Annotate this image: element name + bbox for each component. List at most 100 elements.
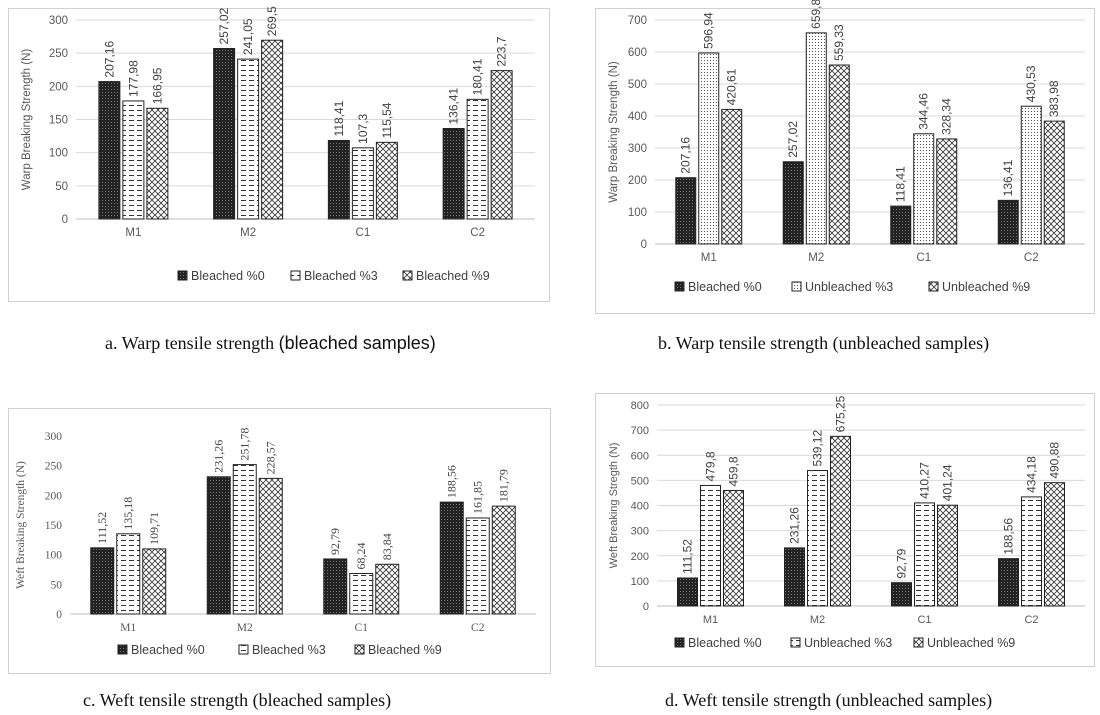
legend-swatch xyxy=(928,281,939,292)
bar-m2-3 xyxy=(828,64,850,245)
y-tick-label: 0 xyxy=(643,601,649,613)
chart-frame xyxy=(595,393,1095,667)
x-tick-label: C1 xyxy=(917,614,931,626)
legend-label: Bleached %0 xyxy=(688,280,762,294)
bar-c2-2 xyxy=(1020,105,1042,245)
data-label: 92,79 xyxy=(895,548,909,578)
bar-m1-3 xyxy=(723,489,744,607)
y-axis-label: Weft Breaking Strength (N) xyxy=(15,461,27,589)
data-label: 251,78 xyxy=(238,428,252,461)
bar-m2-1 xyxy=(206,476,231,615)
bar-c2-2 xyxy=(465,517,490,615)
data-label: 118,41 xyxy=(332,100,346,136)
legend-swatch xyxy=(290,270,301,281)
data-label: 107,3 xyxy=(356,113,370,143)
data-label: 596,94 xyxy=(702,12,716,49)
data-label: 166,95 xyxy=(150,67,164,104)
data-label: 659,81 xyxy=(809,0,823,29)
caption-c-text: c. Weft tensile strength (bleached sampl… xyxy=(83,690,392,710)
y-tick-label: 200 xyxy=(45,490,63,502)
data-label: 539,12 xyxy=(811,430,825,467)
caption-d: d. Weft tensile strength (unbleached sam… xyxy=(665,690,992,711)
data-label: 83,84 xyxy=(380,533,394,560)
legend-swatch xyxy=(238,644,249,655)
chart-b-svg: 0 100 200 300 400 500 600 700 Warp Breaking Stre… xyxy=(595,0,1095,314)
bar-m1-2 xyxy=(116,533,141,615)
y-tick-label: 300 xyxy=(45,431,63,443)
chart-panel-d: 0 100 200 300 400 500 600 700 800 Weft Breaking S… xyxy=(595,393,1095,667)
y-tick-label: 100 xyxy=(628,207,647,219)
data-label: 118,41 xyxy=(894,166,908,202)
x-tick-label: M2 xyxy=(240,227,256,239)
chart-c-svg: 0 50 100 150 200 250 300 Weft Breaking Strength… xyxy=(8,408,551,674)
y-tick-label: 300 xyxy=(49,15,68,27)
data-label: 188,56 xyxy=(1002,518,1016,555)
x-tick-label: C2 xyxy=(1024,614,1038,626)
x-tick-label: C1 xyxy=(356,227,371,239)
caption-a: a. Warp tensile strength (bleached sampl… xyxy=(105,333,436,354)
data-label: 420,61 xyxy=(725,68,739,105)
caption-a-suffix: (bleached samples) xyxy=(278,333,436,353)
y-tick-label: 500 xyxy=(631,475,649,487)
y-tick-label: 250 xyxy=(49,48,68,60)
legend-swatch xyxy=(354,644,365,655)
x-tick-label: M1 xyxy=(125,227,141,239)
x-tick-label: M2 xyxy=(808,252,824,264)
bar-m1-3 xyxy=(142,548,167,615)
y-tick-label: 400 xyxy=(631,501,649,513)
data-label: 410,27 xyxy=(918,462,932,499)
legend-swatch xyxy=(177,270,188,281)
caption-b-text: b. Warp tensile strength (unbleached sam… xyxy=(658,333,990,353)
y-tick-label: 200 xyxy=(628,175,647,187)
chart-frame xyxy=(595,8,1095,314)
bar-m2-1 xyxy=(784,547,805,607)
y-tick-label: 600 xyxy=(631,450,649,462)
y-tick-label: 200 xyxy=(49,81,68,93)
data-label: 136,41 xyxy=(1001,159,1015,196)
x-tick-label: M1 xyxy=(701,252,717,264)
chart-d-svg: 0 100 200 300 400 500 600 700 800 Weft Breaking S… xyxy=(595,393,1095,667)
bar-m1-3 xyxy=(721,108,743,245)
y-tick-label: 250 xyxy=(45,461,63,473)
data-label: 207,16 xyxy=(102,41,116,78)
bar-m2-1 xyxy=(213,48,236,220)
data-label: 559,33 xyxy=(832,24,846,61)
bar-c1-2 xyxy=(351,147,374,220)
y-tick-label: 300 xyxy=(631,526,649,538)
bar-c1-2 xyxy=(914,502,935,607)
y-tick-label: 200 xyxy=(631,551,649,563)
bar-c2-2 xyxy=(1021,496,1042,607)
data-label: 257,02 xyxy=(217,7,231,44)
data-label: 223,7 xyxy=(495,36,509,66)
legend-swatch xyxy=(402,270,413,281)
data-label: 401,24 xyxy=(941,464,955,501)
bar-m2-3 xyxy=(261,39,284,220)
data-label: 459,8 xyxy=(727,456,741,486)
y-tick-label: 300 xyxy=(628,143,647,155)
data-label: 479,8 xyxy=(704,451,718,481)
data-label: 328,34 xyxy=(940,98,954,135)
y-tick-label: 700 xyxy=(631,425,649,437)
data-label: 231,26 xyxy=(212,440,226,473)
bar-c1-1 xyxy=(891,582,912,607)
y-tick-label: 400 xyxy=(628,111,647,123)
bar-m1-1 xyxy=(675,177,697,245)
x-tick-label: C2 xyxy=(470,227,485,239)
x-tick-label: C1 xyxy=(916,252,931,264)
legend-swatch xyxy=(674,281,685,292)
legend-swatch xyxy=(913,637,924,648)
data-label: 430,53 xyxy=(1024,65,1038,102)
bar-c1-3 xyxy=(375,141,398,220)
bar-m1-3 xyxy=(146,107,169,220)
bar-c2-3 xyxy=(490,70,513,220)
data-label: 92,79 xyxy=(328,528,342,555)
bar-c2-1 xyxy=(998,558,1019,607)
y-tick-label: 150 xyxy=(45,520,63,532)
y-axis-label: Warp Breaking Strength (N) xyxy=(21,49,33,191)
legend-swatch xyxy=(117,644,128,655)
bar-m1-1 xyxy=(98,81,121,220)
data-label: 135,18 xyxy=(121,497,135,530)
data-label: 344,46 xyxy=(917,93,931,130)
data-label: 181,79 xyxy=(497,469,511,502)
legend-label: Bleached %9 xyxy=(416,269,490,283)
